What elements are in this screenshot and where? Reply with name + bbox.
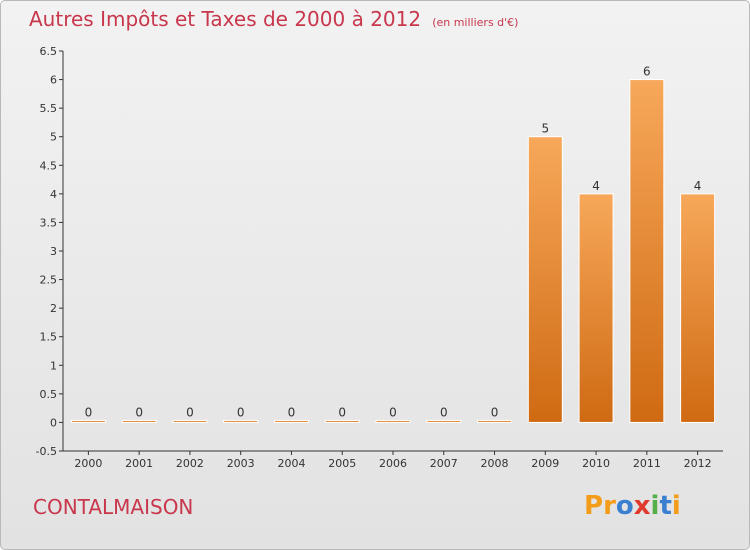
value-label: 0 — [440, 405, 448, 419]
y-tick-label: 3.5 — [40, 216, 58, 229]
x-tick-label: 2006 — [379, 457, 407, 470]
y-tick-label: -0.5 — [36, 445, 57, 458]
bar — [477, 419, 513, 423]
logo-letter: i — [671, 491, 681, 521]
y-tick-label: 2.5 — [40, 274, 58, 287]
chart-title: Autres Impôts et Taxes de 2000 à 2012 — [29, 7, 422, 31]
value-label: 6 — [643, 65, 651, 79]
value-label: 4 — [592, 179, 600, 193]
x-tick-label: 2009 — [531, 457, 559, 470]
y-tick-label: 4.5 — [40, 159, 58, 172]
logo-letter: x — [633, 491, 651, 521]
logo-letter: P — [584, 491, 604, 521]
bar — [375, 419, 411, 423]
y-tick-label: 2 — [50, 302, 57, 315]
bar — [223, 419, 259, 423]
y-tick-label: 1 — [50, 359, 57, 372]
logo-letter: o — [615, 491, 634, 521]
x-tick-label: 2010 — [582, 457, 610, 470]
logo-letter: r — [603, 491, 616, 521]
value-label: 0 — [135, 405, 143, 419]
y-tick-label: 6 — [50, 74, 57, 87]
title-line: Autres Impôts et Taxes de 2000 à 2012 (e… — [29, 7, 518, 31]
y-tick-label: 5.5 — [40, 102, 58, 115]
bar — [629, 79, 665, 423]
x-tick-label: 2007 — [430, 457, 458, 470]
bar — [70, 419, 106, 423]
bar — [324, 419, 360, 423]
logo-letter: i — [650, 491, 660, 521]
bar — [680, 193, 716, 423]
value-label: 0 — [237, 405, 245, 419]
value-label: 0 — [491, 405, 499, 419]
y-tick-label: 4 — [50, 188, 57, 201]
value-label: 5 — [541, 122, 549, 136]
value-label: 0 — [338, 405, 346, 419]
y-tick-label: 0.5 — [40, 388, 58, 401]
x-tick-label: 2012 — [684, 457, 712, 470]
x-tick-label: 2002 — [176, 457, 204, 470]
y-tick-label: 3 — [50, 245, 57, 258]
x-tick-label: 2001 — [125, 457, 153, 470]
bar — [426, 419, 462, 423]
bar — [273, 419, 309, 423]
y-tick-label: 0 — [50, 416, 57, 429]
x-tick-label: 2008 — [481, 457, 509, 470]
proxiti-logo: Proxiti — [584, 491, 681, 521]
value-label: 0 — [85, 405, 93, 419]
x-tick-label: 2000 — [74, 457, 102, 470]
value-label: 0 — [288, 405, 296, 419]
value-label: 4 — [694, 179, 702, 193]
y-tick-label: 6.5 — [40, 45, 58, 58]
commune-name: CONTALMAISON — [33, 495, 194, 519]
y-tick-label: 1.5 — [40, 331, 58, 344]
bar — [172, 419, 208, 423]
value-label: 0 — [389, 405, 397, 419]
bar — [527, 136, 563, 423]
bar — [121, 419, 157, 423]
value-label: 0 — [186, 405, 194, 419]
y-tick-label: 5 — [50, 131, 57, 144]
logo-letter: t — [659, 491, 672, 521]
x-tick-label: 2003 — [227, 457, 255, 470]
unit-label: (en milliers d'€) — [432, 16, 519, 29]
x-tick-label: 2011 — [633, 457, 661, 470]
x-tick-label: 2005 — [328, 457, 356, 470]
bar — [578, 193, 614, 423]
x-tick-label: 2004 — [277, 457, 305, 470]
